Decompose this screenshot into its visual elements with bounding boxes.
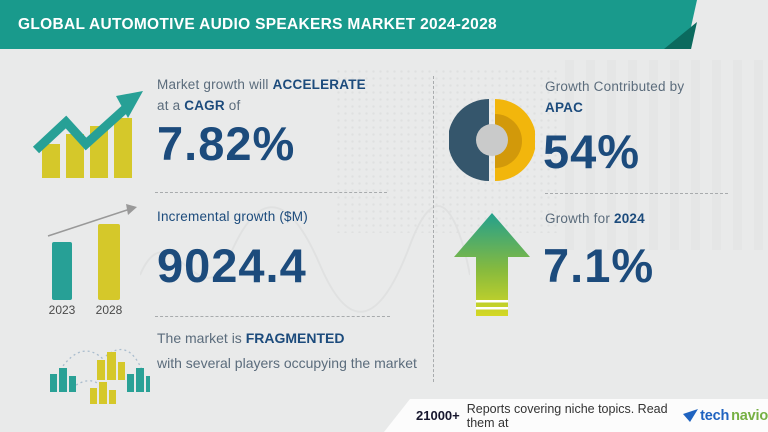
building-clusters-icon (50, 348, 150, 404)
half-donut-icon (449, 99, 535, 181)
year-end-label: 2028 (96, 303, 123, 317)
growth-2024-caption: Growth for 2024 (545, 208, 645, 229)
divider (155, 192, 387, 193)
year-comparison-bars-icon: 2023 2028 (47, 204, 137, 317)
cagr-caption-label: CAGR (184, 98, 225, 113)
cagr-caption: Market growth will ACCELERATE at a CAGR … (157, 74, 366, 116)
apac-value: 54% (543, 125, 641, 178)
incremental-growth-value: 9024.4 (157, 239, 307, 292)
divider (545, 193, 728, 194)
market-structure-intro: The market is (157, 330, 242, 346)
cagr-caption-at-a: at a (157, 98, 181, 113)
market-structure-rest: with several players occupying the marke… (157, 354, 417, 371)
cagr-value: 7.82% (157, 117, 296, 170)
technavio-logo-navio: navio (731, 407, 768, 424)
vertical-divider (433, 76, 434, 382)
footer-tagline: Reports covering niche topics. Read them… (466, 401, 668, 430)
apac-region-label: APAC (545, 100, 584, 115)
header-banner: GLOBAL AUTOMOTIVE AUDIO SPEAKERS MARKET … (0, 0, 697, 49)
footer-bar: 21000+ Reports covering niche topics. Re… (384, 399, 768, 432)
cagr-caption-intro: Market growth will (157, 77, 269, 92)
year-start-label: 2023 (49, 303, 76, 317)
technavio-logo: tech navio (683, 408, 768, 424)
growth-2024-year: 2024 (613, 211, 645, 226)
cagr-caption-accelerate: ACCELERATE (272, 77, 366, 92)
page-title: GLOBAL AUTOMOTIVE AUDIO SPEAKERS MARKET … (18, 15, 497, 33)
technavio-logo-tech: tech (700, 407, 730, 424)
growth-2024-intro: Growth for (545, 211, 611, 226)
apac-caption: Growth Contributed by APAC (545, 76, 684, 118)
growth-2024-value: 7.1% (543, 239, 655, 292)
apac-caption-intro: Growth Contributed by (545, 79, 685, 94)
technavio-triangle-icon (683, 408, 699, 422)
cagr-caption-of: of (228, 98, 241, 113)
incremental-growth-label: Incremental growth ($M) (157, 209, 308, 224)
market-structure-keyword: FRAGMENTED (245, 330, 345, 346)
divider (155, 316, 390, 317)
bar-chart-up-arrow-icon (32, 91, 143, 178)
reports-count: 21000+ (416, 408, 460, 423)
market-structure-caption: The market is FRAGMENTED with several pl… (157, 326, 437, 375)
up-arrow-icon (454, 213, 530, 316)
